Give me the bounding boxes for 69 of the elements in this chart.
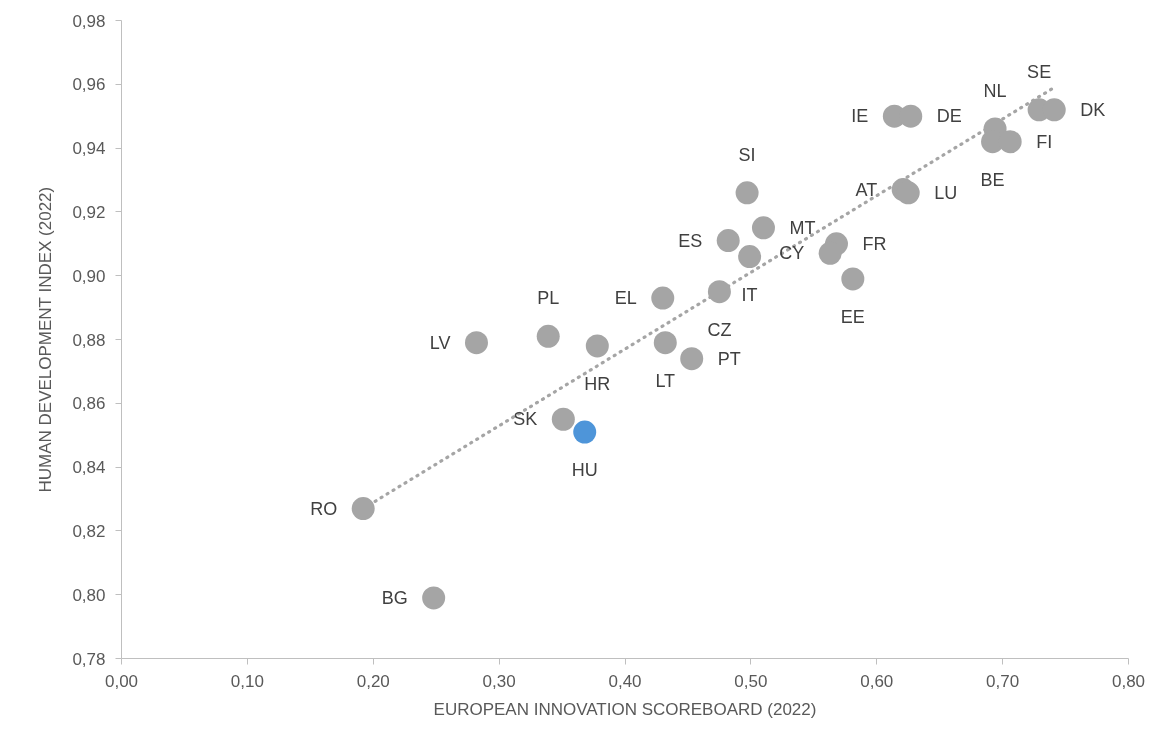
point — [735, 181, 759, 205]
point — [585, 334, 609, 358]
annotation: LU — [934, 182, 958, 203]
point — [998, 130, 1022, 154]
point — [896, 181, 920, 205]
y-tick-label: 0,88 — [72, 330, 106, 350]
annotation: CZ — [707, 319, 732, 340]
x-tick-label: 0,50 — [734, 671, 768, 691]
annotation: MT — [789, 217, 816, 238]
point — [818, 241, 842, 265]
point — [751, 216, 775, 240]
y-tick-label: 0,84 — [72, 458, 106, 478]
x-tick-label: 0,20 — [356, 671, 390, 691]
annotation: IT — [741, 284, 758, 305]
annotation: NL — [983, 80, 1007, 101]
annotation: BG — [381, 587, 408, 608]
point — [651, 286, 675, 310]
y-axis-title: HUMAN DEVELOPMENT INDEX (2022) — [36, 186, 56, 493]
annotation: SI — [738, 144, 756, 165]
point — [351, 497, 375, 521]
point — [716, 229, 740, 253]
x-tick-label: 0,00 — [104, 671, 139, 691]
y-tick-label: 0,78 — [72, 649, 106, 669]
annotation: HU — [571, 460, 598, 481]
y-tick-label: 0,92 — [72, 202, 106, 222]
y-tick-label: 0,82 — [72, 521, 106, 541]
point — [422, 586, 446, 610]
point — [680, 347, 704, 371]
annotation: IE — [851, 106, 869, 127]
y-tick-label: 0,90 — [72, 266, 106, 286]
point — [464, 331, 488, 355]
y-tick-label: 0,98 — [72, 11, 106, 31]
annotation: SE — [1027, 61, 1052, 82]
x-tick-label: 0,40 — [608, 671, 642, 691]
point — [738, 245, 762, 269]
point — [536, 324, 560, 348]
annotation: DK — [1080, 99, 1106, 120]
y-tick-label: 0,96 — [72, 75, 106, 95]
annotation: FR — [862, 233, 887, 254]
point — [841, 267, 865, 291]
annotation: AT — [855, 179, 878, 200]
x-tick-label: 0,80 — [1111, 671, 1146, 691]
point — [573, 420, 597, 444]
annotation: FI — [1036, 131, 1053, 152]
point — [653, 331, 677, 355]
annotation: EE — [840, 306, 865, 327]
x-axis-title: EUROPEAN INNOVATION SCOREBOARD (2022) — [433, 699, 817, 719]
point — [551, 407, 575, 431]
annotation: ES — [678, 230, 703, 251]
point — [707, 280, 731, 304]
annotation: BE — [980, 169, 1005, 190]
annotation: PL — [537, 288, 560, 309]
x-tick-label: 0,30 — [482, 671, 516, 691]
x-tick-label: 0,60 — [860, 671, 894, 691]
annotation: RO — [310, 498, 338, 519]
x-tick-label: 0,70 — [986, 671, 1020, 691]
y-tick-label: 0,94 — [72, 139, 106, 159]
annotation: DE — [936, 106, 962, 127]
annotation: HR — [584, 373, 611, 394]
annotation: SK — [513, 409, 538, 430]
annotation: EL — [614, 288, 637, 309]
annotation: LV — [429, 332, 451, 353]
y-tick-label: 0,80 — [72, 585, 106, 605]
annotation: PT — [717, 348, 741, 369]
x-tick-label: 0,10 — [230, 671, 264, 691]
y-tick-label: 0,86 — [72, 394, 106, 414]
annotation: CY — [779, 243, 805, 264]
annotation: LT — [655, 370, 676, 391]
point — [899, 104, 923, 128]
